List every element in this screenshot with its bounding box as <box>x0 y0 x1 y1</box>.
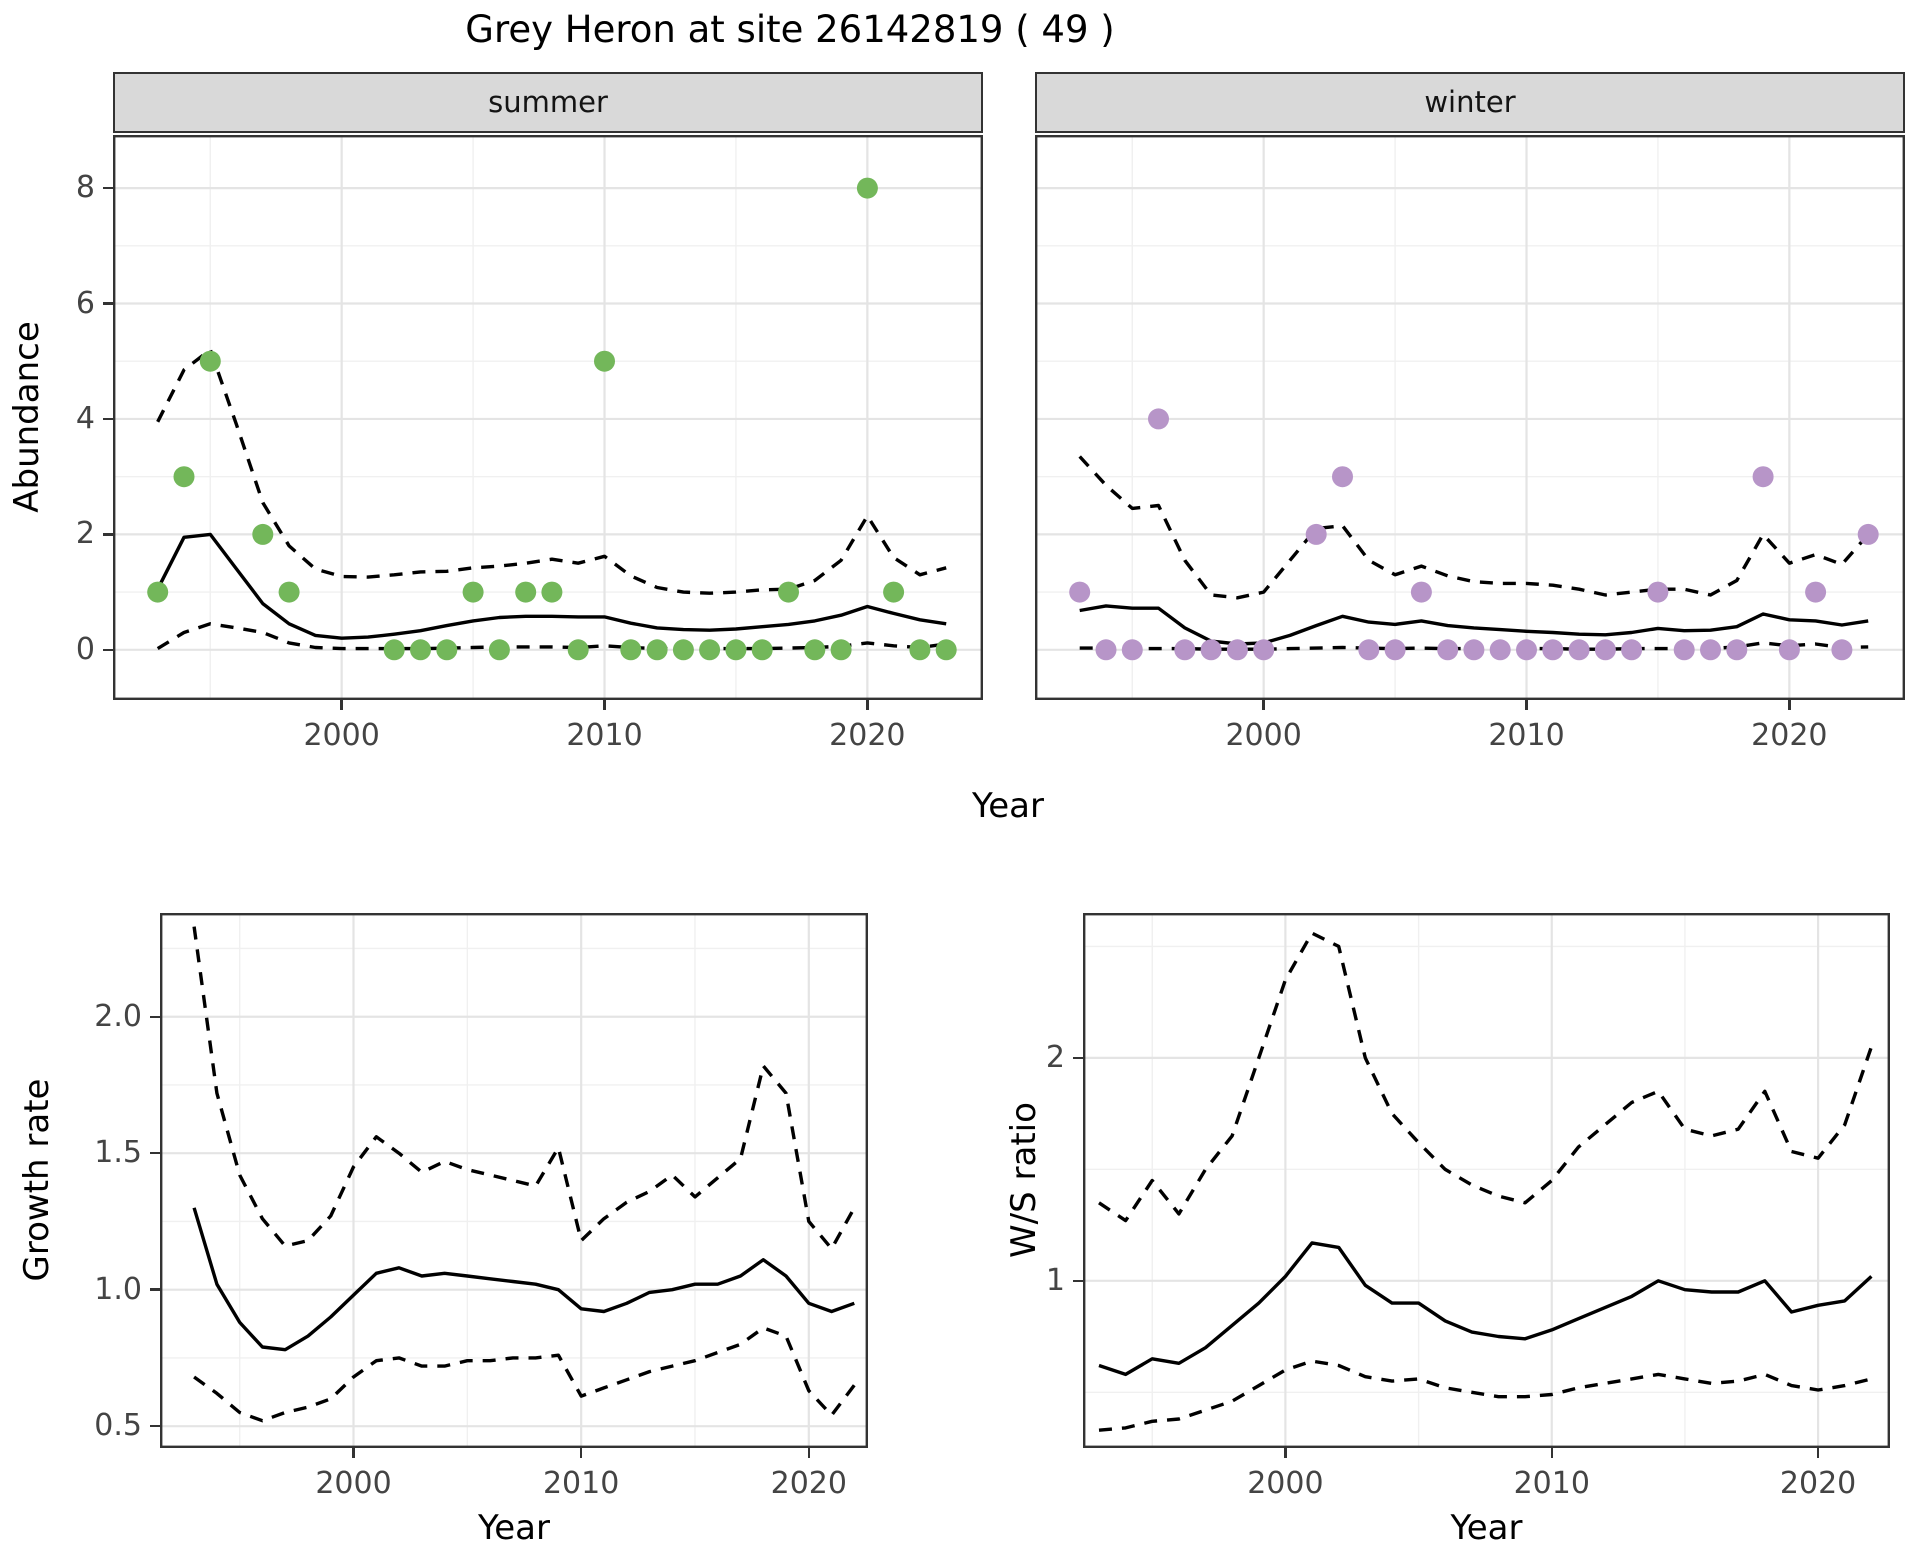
x-axis-tick <box>603 700 606 710</box>
y-axis-tick <box>103 302 113 305</box>
tick-label: 2000 <box>315 1466 392 1501</box>
panel-summer-abundance <box>113 135 983 700</box>
tick-label: 2020 <box>1779 1466 1857 1501</box>
panel-growth-rate <box>160 913 868 1448</box>
tick-label: 1.0 <box>94 1271 142 1307</box>
tick-label: 2010 <box>542 1466 620 1501</box>
y-axis-title-growth-rate: Growth rate <box>17 1078 57 1282</box>
tick-label: 1.5 <box>94 1135 142 1171</box>
tick-label: 2020 <box>829 718 906 753</box>
tick-label: 2000 <box>1247 1466 1324 1501</box>
y-axis-tick <box>150 1015 160 1018</box>
page-title: Grey Heron at site 26142819 ( 49 ) <box>465 8 1115 51</box>
y-axis-tick <box>103 533 113 536</box>
tick-label: 2000 <box>1225 718 1302 753</box>
x-axis-tick <box>1816 1448 1820 1458</box>
facet-strip-winter-label: winter <box>1424 85 1516 119</box>
tick-label: 8 <box>75 170 95 206</box>
y-axis-title-ws-ratio: W/S ratio <box>1004 1102 1044 1258</box>
x-axis-tick <box>1550 1448 1553 1458</box>
tick-label: 2020 <box>770 1466 847 1501</box>
x-axis-tick <box>807 1448 810 1458</box>
tick-label: 1 <box>1045 1262 1065 1298</box>
tick-label: 2000 <box>303 718 380 753</box>
x-axis-tick <box>1284 1448 1287 1458</box>
tick-label: 2010 <box>1513 1466 1590 1501</box>
y-axis-tick <box>150 1288 160 1291</box>
tick-label: 4 <box>75 400 95 436</box>
y-axis-tick <box>150 1424 160 1428</box>
facet-strip-summer-label: summer <box>488 85 608 119</box>
y-axis-tick <box>150 1152 160 1155</box>
x-axis-title-ws-year: Year <box>1450 1508 1523 1548</box>
tick-label: 2 <box>75 516 95 552</box>
tick-label: 6 <box>75 285 95 321</box>
facet-strip-summer: summer <box>113 72 983 133</box>
y-axis-tick <box>103 417 113 421</box>
x-axis-tick <box>352 1448 355 1458</box>
y-axis-tick <box>103 186 113 190</box>
x-axis-tick <box>1525 700 1528 710</box>
y-axis-tick <box>1073 1279 1083 1282</box>
tick-label: 2010 <box>1488 718 1565 753</box>
x-axis-title-growth-year: Year <box>478 1508 550 1548</box>
x-axis-tick <box>579 1448 583 1458</box>
tick-label: 2 <box>1045 1039 1065 1075</box>
y-axis-tick <box>1073 1056 1083 1060</box>
tick-label: 0.5 <box>94 1408 142 1444</box>
tick-label: 2.0 <box>94 998 142 1034</box>
y-axis-tick <box>103 648 113 651</box>
y-axis-title-abundance: Abundance <box>7 321 47 513</box>
x-axis-tick <box>1262 700 1265 710</box>
tick-label: 0 <box>75 631 95 667</box>
x-axis-tick <box>866 700 869 710</box>
facet-strip-winter: winter <box>1035 72 1905 133</box>
panel-ws-ratio <box>1083 913 1890 1448</box>
x-axis-title-top-year: Year <box>972 786 1044 826</box>
tick-label: 2020 <box>1751 718 1828 753</box>
tick-label: 2010 <box>566 718 643 753</box>
x-axis-tick <box>340 700 343 710</box>
x-axis-tick <box>1788 700 1791 710</box>
panel-winter-abundance <box>1035 135 1905 700</box>
